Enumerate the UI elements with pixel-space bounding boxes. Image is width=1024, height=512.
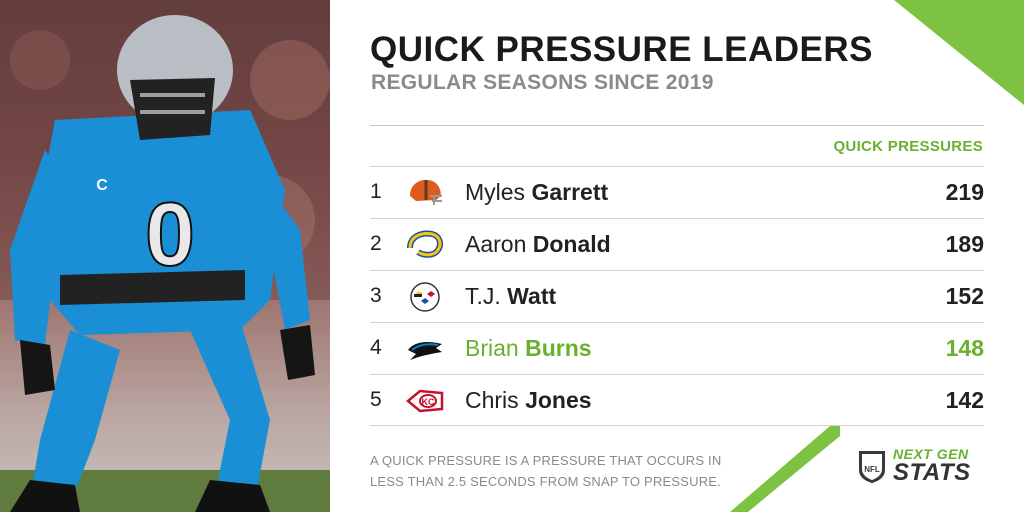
last-name: Donald [532,231,611,257]
player-name: Brian Burns [465,335,592,362]
green-stripe-top [894,0,1024,105]
last-name: Jones [525,387,592,413]
first-name: Aaron [465,231,527,257]
column-header: QUICK PRESSURES [833,138,983,155]
captain-patch: C [96,177,108,194]
first-name: Myles [465,179,526,205]
table-row-highlighted: 4 Brian Burns 148 [370,322,984,374]
last-name: Watt [507,283,557,309]
rank-label: 3 [370,284,382,307]
first-name: Brian [465,335,519,361]
ngs-line-2: STATS [893,459,971,486]
steelers-logo-icon [410,282,440,312]
chiefs-arrowhead-icon: KC [406,389,444,413]
quick-pressures-value: 142 [945,387,984,413]
quick-pressures-value: 189 [945,231,984,257]
table-row: 1 Myles Garrett 219 [370,166,984,218]
leaders-table: 1 Myles Garrett 219 2 Aaron Donald 189 3… [370,166,984,426]
jersey-number: 0 [145,185,195,285]
green-stripe-bottom [730,426,840,512]
footnote: A QUICK PRESSURE IS A PRESSURE THAT OCCU… [370,453,722,489]
quick-pressures-value: 219 [945,179,984,205]
player-name: T.J. Watt [465,283,556,310]
player-name: Chris Jones [465,387,592,414]
browns-helmet-icon [410,179,442,205]
rank-label: 4 [370,336,382,359]
quick-pressures-value: 152 [945,283,984,309]
first-name: Chris [465,387,519,413]
panthers-logo-icon [408,342,442,360]
table-row: 2 Aaron Donald 189 [370,218,984,270]
table-row: 5 KC Chris Jones 142 [370,374,984,426]
table-row: 3 T.J. Watt 152 [370,270,984,322]
nfl-badge-text: NFL [864,465,880,474]
last-name: Burns [525,335,592,361]
player-name: Myles Garrett [465,179,608,206]
rams-horn-icon [407,230,443,258]
player-illustration: 0 C [0,0,330,512]
ngs-line-1: NEXT GEN [893,446,969,462]
player-name: Aaron Donald [465,231,611,258]
chart-title: QUICK PRESSURE LEADERS [370,30,874,69]
last-name: Garrett [531,179,609,205]
first-name: T.J. [465,283,501,309]
svg-text:KC: KC [422,397,435,407]
header-divider [370,125,984,126]
next-gen-stats-logo: NEXT GEN STATS [893,447,971,485]
rank-label: 5 [370,388,382,411]
rank-label: 2 [370,232,382,255]
quick-pressures-value: 148 [945,335,984,361]
chart-subtitle: REGULAR SEASONS SINCE 2019 [371,71,714,94]
rank-label: 1 [370,180,382,203]
nfl-shield-icon: NFL [859,451,885,483]
player-photo: 0 C [0,0,330,512]
